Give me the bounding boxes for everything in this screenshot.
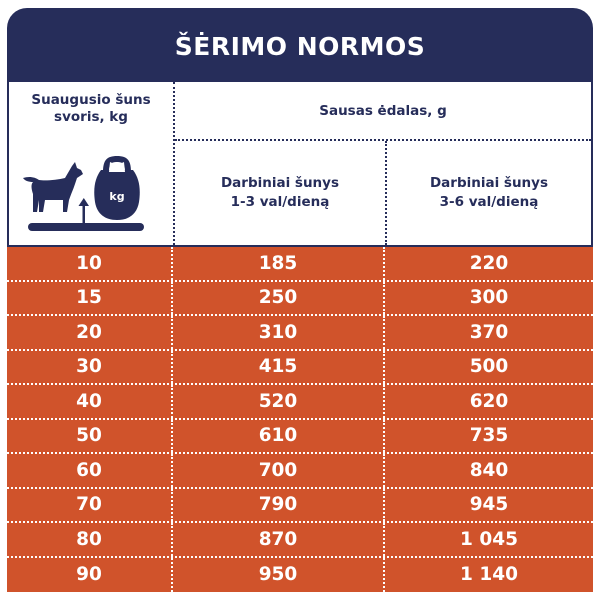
page-title: ŠĖRIMO NORMOS	[174, 31, 426, 61]
work-3-6h-cell: 500	[469, 356, 509, 378]
weight-cell: 30	[7, 350, 173, 383]
work-3-6h-cell: 370	[469, 321, 509, 343]
work-1-3h-cell: 950	[173, 557, 385, 592]
work-3-6h-cell: 1 140	[460, 564, 518, 586]
weight-cell: 15	[7, 281, 173, 314]
table-row: 40 520 620	[7, 385, 593, 420]
table-row: 90 950 1 140	[7, 557, 593, 592]
work-1-3h-cell: 790	[173, 488, 385, 521]
dry-food-group-header: Sausas ėdalas, g	[175, 82, 591, 141]
work-3-6h-cell: 735	[469, 425, 509, 447]
header-work-1-3h: Darbiniai šunys 1-3 val/dieną	[175, 141, 387, 245]
work-3-6h-cell: 945	[469, 494, 509, 516]
work-1-3h-cell: 870	[173, 523, 385, 556]
weight-label-line2: svoris, kg	[54, 109, 128, 125]
work-1-3h-cell: 415	[173, 350, 385, 383]
weight-column-label: Suaugusio šuns svoris, kg	[9, 92, 173, 126]
table-row: 15 250 300	[7, 281, 593, 316]
weight-cell: 60	[7, 454, 173, 487]
work-1-3h-cell: 185	[173, 247, 385, 280]
table-row: 30 415 500	[7, 350, 593, 385]
weight-cell: 80	[7, 523, 173, 556]
col3-label-line2: 3-6 val/dieną	[439, 194, 539, 210]
work-1-3h-cell: 520	[173, 385, 385, 418]
title-bar: ŠĖRIMO NORMOS	[7, 8, 593, 82]
work-1-3h-cell: 700	[173, 454, 385, 487]
table-row: 50 610 735	[7, 419, 593, 454]
weight-cell: 70	[7, 488, 173, 521]
table-row: 80 870 1 045	[7, 523, 593, 558]
work-3-6h-cell: 300	[469, 287, 509, 309]
work-3-6h-cell: 220	[469, 252, 509, 274]
table-row: 10 185 220	[7, 247, 593, 282]
table-header: Suaugusio šuns svoris, kg kg Sausas ėdal…	[7, 82, 593, 247]
weight-cell: 40	[7, 385, 173, 418]
header-weight-column: Suaugusio šuns svoris, kg kg	[9, 82, 175, 245]
table-row: 20 310 370	[7, 316, 593, 351]
col3-label-line1: Darbiniai šunys	[429, 175, 549, 191]
work-1-3h-cell: 610	[173, 419, 385, 452]
work-3-6h-cell: 1 045	[460, 528, 518, 550]
weight-label-line1: Suaugusio šuns	[31, 92, 151, 108]
work-3-6h-cell: 840	[469, 459, 509, 481]
table-row: 60 700 840	[7, 454, 593, 489]
table-body: 10 185 220 15 250 300 20 310 370 30 415 …	[7, 247, 593, 592]
work-1-3h-cell: 310	[173, 316, 385, 349]
work-3-6h-cell: 620	[469, 390, 509, 412]
header-work-3-6h: Darbiniai šunys 3-6 val/dieną	[387, 141, 591, 245]
kettlebell-kg-label: kg	[109, 190, 124, 203]
col2-label-line2: 1-3 val/dieną	[230, 194, 330, 210]
weight-cell: 50	[7, 419, 173, 452]
col2-label-line1: Darbiniai šunys	[220, 175, 340, 191]
feeding-table-card: ŠĖRIMO NORMOS Suaugusio šuns svoris, kg …	[7, 8, 593, 592]
dog-on-scale-with-kettlebell-icon: kg	[23, 156, 144, 231]
table-row: 70 790 945	[7, 488, 593, 523]
weight-cell: 20	[7, 316, 173, 349]
work-1-3h-cell: 250	[173, 281, 385, 314]
weight-cell: 90	[7, 557, 173, 592]
weight-cell: 10	[7, 247, 173, 280]
